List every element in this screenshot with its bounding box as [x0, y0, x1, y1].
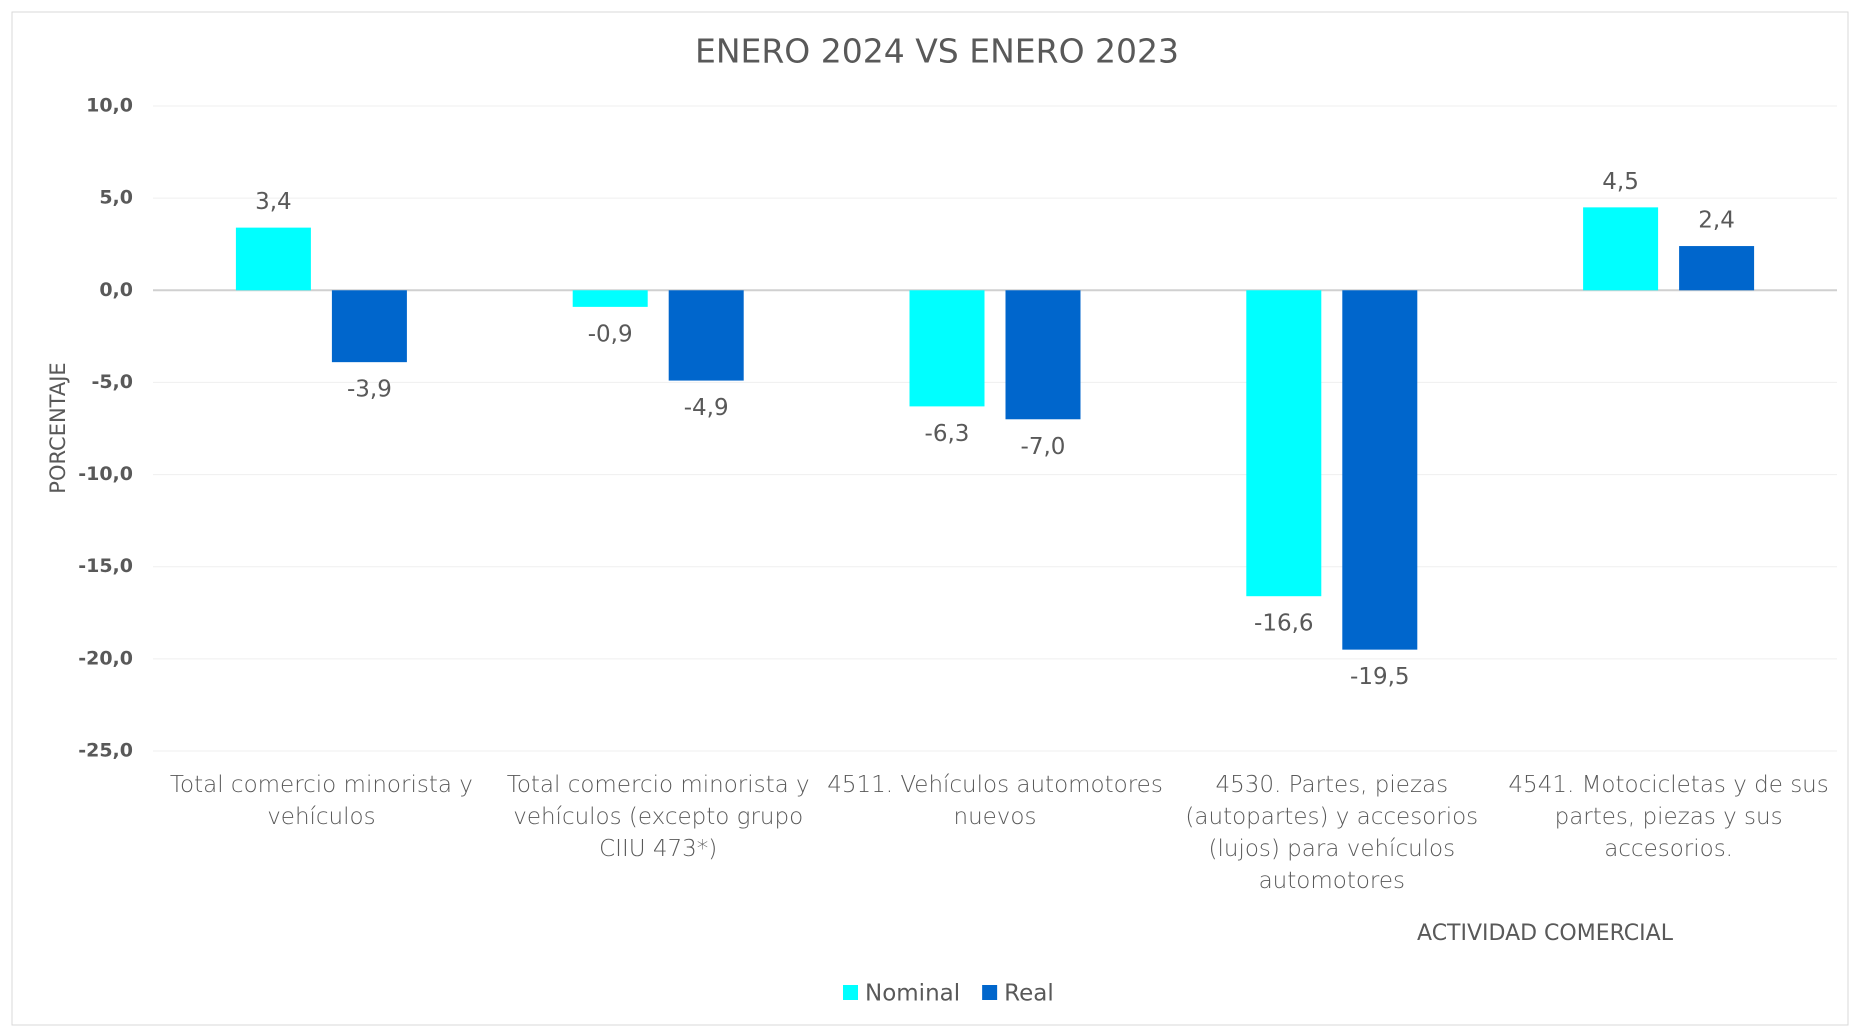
bar: [1583, 207, 1659, 291]
x-axis-label: ACTIVIDAD COMERCIAL: [1417, 921, 1674, 946]
chart-frame: [11, 11, 1849, 1026]
data-label: 2,4: [1698, 208, 1735, 234]
data-label: -6,3: [925, 421, 970, 447]
y-tick-label: 0,0: [99, 279, 133, 301]
bar: [235, 227, 311, 291]
data-label: 4,5: [1602, 169, 1639, 195]
bar: [1679, 246, 1755, 291]
bar: [1005, 290, 1081, 420]
y-tick-label: -15,0: [78, 555, 133, 577]
x-tick-label: 4530. Partes, piezas (autopartes) y acce…: [1185, 772, 1479, 894]
data-label: -19,5: [1350, 664, 1410, 690]
x-tick-label: Total comercio minorista y vehículos (ex…: [506, 772, 810, 862]
bar: [1342, 290, 1418, 650]
bar: [572, 290, 648, 307]
y-axis-label: PORCENTAJE: [46, 362, 70, 493]
legend-swatch: [843, 985, 858, 1000]
data-label: -3,9: [347, 377, 392, 403]
y-tick-label: -10,0: [78, 463, 133, 485]
x-tick-label: Total comercio minorista y vehículos: [169, 772, 473, 830]
y-tick-label: -5,0: [91, 371, 133, 393]
data-label: 3,4: [255, 189, 292, 215]
y-tick-label: 10,0: [86, 95, 133, 117]
legend-swatch: [982, 985, 998, 1000]
y-tick-label: 5,0: [99, 187, 133, 209]
bar: [1246, 290, 1322, 597]
chart-title: ENERO 2024 VS ENERO 2023: [695, 32, 1179, 71]
data-label: -7,0: [1021, 434, 1066, 460]
data-label: -0,9: [588, 321, 633, 347]
legend-label: Nominal: [865, 981, 960, 1007]
legend-label: Real: [1004, 981, 1054, 1007]
data-label: -16,6: [1254, 611, 1314, 637]
bar: [668, 290, 744, 381]
bar: [331, 290, 407, 363]
x-tick-label: 4511. Vehículos automotores nuevos: [827, 772, 1163, 830]
y-tick-label: -20,0: [78, 647, 133, 669]
x-tick-label: 4541. Motocicletas y de sus partes, piez…: [1508, 772, 1829, 862]
y-tick-label: -25,0: [78, 740, 133, 762]
bar: [909, 290, 985, 407]
data-label: -4,9: [684, 395, 729, 421]
